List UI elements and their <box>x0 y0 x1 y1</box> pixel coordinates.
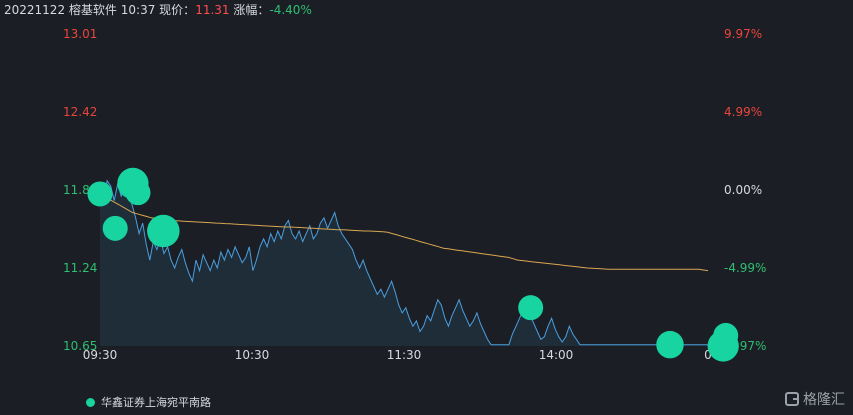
logo-icon <box>785 392 799 406</box>
x-tick-label: 11:30 <box>387 348 422 362</box>
y-tick-left: 12.42 <box>63 105 97 119</box>
trade-marker <box>656 330 684 359</box>
x-tick-label: 0 <box>704 348 712 362</box>
current-price: 11.31 <box>195 3 230 17</box>
x-tick-label: 09:30 <box>83 348 118 362</box>
x-tick-label: 10:30 <box>235 348 270 362</box>
y-tick-left: 13.01 <box>63 27 97 41</box>
trade-marker <box>87 181 113 207</box>
trade-marker <box>102 215 128 241</box>
logo-text: 格隆汇 <box>803 392 845 408</box>
price-label: 现价： <box>159 3 196 17</box>
y-tick-right: 0.00% <box>724 183 762 197</box>
stock-name: 榕基软件 <box>68 3 117 17</box>
y-tick-right: 4.99% <box>724 105 762 119</box>
legend: 华鑫证券上海宛平南路 <box>86 396 211 410</box>
trade-marker <box>147 214 180 248</box>
trade-marker <box>518 295 544 321</box>
x-tick-label: 14:00 <box>539 348 574 362</box>
trade-marker <box>707 330 739 362</box>
y-tick-left: 11.8 <box>63 183 90 197</box>
legend-label: 华鑫证券上海宛平南路 <box>101 396 211 409</box>
y-tick-left: 11.24 <box>63 261 97 275</box>
change-percent: -4.40% <box>269 3 312 17</box>
legend-marker-icon <box>86 398 95 407</box>
y-tick-right: 9.97% <box>724 27 762 41</box>
price-area <box>100 178 708 346</box>
quote-time: 10:37 <box>120 3 156 17</box>
average-line <box>99 190 709 272</box>
trade-date: 20221122 <box>4 3 66 17</box>
watermark-logo: 格隆汇 <box>785 389 845 409</box>
price-line <box>99 177 708 346</box>
trade-marker <box>125 180 151 206</box>
y-tick-left: 10.65 <box>63 339 97 353</box>
change-label: 涨幅： <box>233 3 270 17</box>
chart-header: 20221122 榕基软件 10:37 现价：11.31 涨幅：-4.40% <box>4 2 312 18</box>
y-tick-right: -4.99% <box>724 261 766 275</box>
